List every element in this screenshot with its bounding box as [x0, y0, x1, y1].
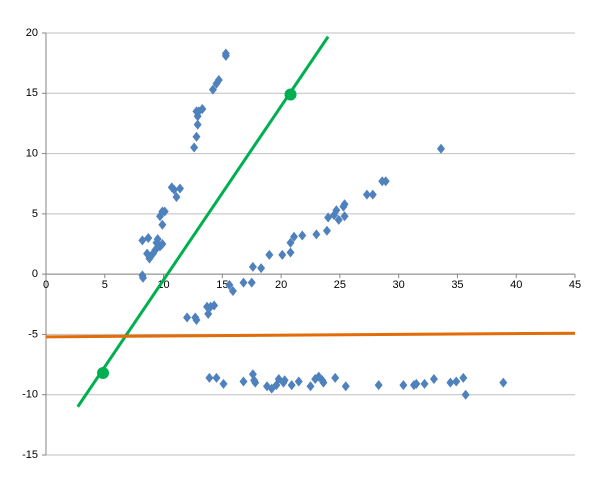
point: [339, 201, 348, 212]
point: [193, 119, 202, 130]
point: [239, 376, 248, 387]
point: [286, 237, 295, 248]
point: [278, 249, 287, 260]
point: [192, 106, 201, 117]
point: [399, 380, 408, 391]
point: [144, 232, 153, 243]
point: [214, 75, 223, 86]
point: [257, 263, 266, 274]
point: [461, 389, 470, 400]
x-tick-label: 5: [102, 279, 108, 291]
point: [362, 189, 371, 200]
point: [228, 286, 237, 297]
point: [176, 183, 185, 194]
point: [429, 374, 438, 385]
point: [225, 279, 234, 290]
y-tick-label: 15: [26, 87, 38, 99]
point: [265, 249, 274, 260]
y-tick-label: -5: [28, 328, 38, 340]
point: [183, 312, 192, 323]
point: [248, 369, 257, 380]
point: [239, 277, 248, 288]
point: [368, 189, 377, 200]
point: [153, 234, 162, 245]
point: [280, 375, 289, 386]
x-tick-label: 40: [510, 279, 522, 291]
point: [251, 377, 260, 388]
point: [452, 376, 461, 387]
point: [247, 277, 256, 288]
point: [286, 247, 295, 258]
point: [206, 301, 215, 312]
point: [318, 375, 327, 386]
point: [298, 230, 307, 241]
point: [334, 214, 343, 225]
point: [287, 380, 296, 391]
x-tick-label: 45: [569, 279, 581, 291]
y-tick-label: -15: [22, 449, 38, 461]
point: [248, 261, 257, 272]
point: [221, 48, 230, 59]
point: [219, 378, 228, 389]
x-tick-label: 25: [334, 279, 346, 291]
y-tick-label: -10: [22, 389, 38, 401]
point: [158, 239, 167, 249]
point: [381, 176, 390, 187]
trend-line: [45, 331, 576, 339]
point: [374, 380, 383, 391]
y-tick-label: 5: [32, 208, 38, 220]
point: [290, 231, 299, 242]
point: [172, 191, 181, 202]
point: [208, 84, 217, 95]
point: [322, 225, 331, 236]
point: [436, 143, 445, 154]
point: [412, 378, 421, 389]
y-tick-label: 20: [26, 27, 38, 39]
point: [191, 312, 200, 323]
point: [332, 205, 341, 216]
x-tick-label: 20: [275, 279, 287, 291]
point: [160, 206, 169, 217]
x-tick-label: 35: [451, 279, 463, 291]
point: [331, 372, 340, 383]
point: [420, 378, 429, 389]
point: [204, 308, 213, 319]
y-tick-label: 10: [26, 147, 38, 159]
point: [459, 372, 468, 383]
point: [190, 142, 199, 153]
point: [170, 184, 179, 195]
point: [284, 88, 297, 101]
x-tick-label: 15: [216, 279, 228, 291]
point: [192, 131, 201, 142]
x-tick-label: 30: [393, 279, 405, 291]
point: [294, 376, 303, 387]
point: [306, 381, 315, 392]
point: [212, 372, 221, 383]
point: [97, 367, 110, 380]
point: [312, 229, 321, 240]
point: [158, 219, 167, 230]
point: [205, 372, 214, 383]
x-tick-label: 0: [43, 279, 49, 291]
point: [340, 211, 349, 222]
y-tick-label: 0: [32, 268, 38, 280]
point: [446, 377, 455, 388]
point: [341, 381, 350, 392]
point: [138, 270, 147, 281]
point: [499, 377, 508, 388]
